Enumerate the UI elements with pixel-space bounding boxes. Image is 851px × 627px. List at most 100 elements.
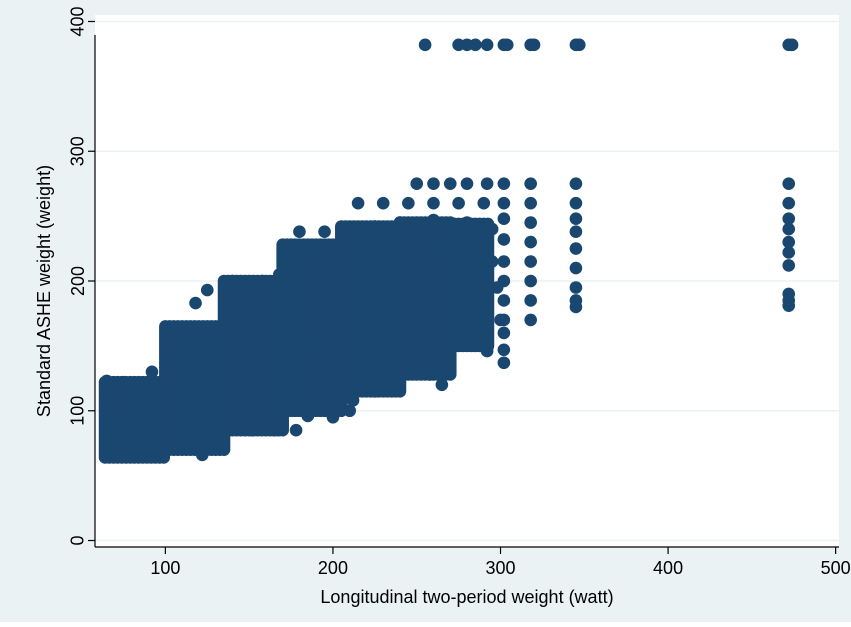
data-point bbox=[293, 225, 306, 238]
data-point bbox=[460, 216, 474, 229]
data-point bbox=[390, 255, 403, 268]
data-point bbox=[239, 378, 253, 392]
data-point bbox=[474, 274, 487, 288]
data-point bbox=[782, 235, 796, 249]
data-point bbox=[346, 394, 360, 407]
data-point bbox=[443, 352, 457, 366]
data-point bbox=[284, 313, 298, 327]
data-point bbox=[480, 344, 494, 358]
data-point bbox=[407, 281, 420, 294]
data-point bbox=[452, 196, 465, 210]
data-point bbox=[494, 313, 507, 327]
data-point bbox=[356, 326, 370, 340]
y-axis-label: Standard ASHE weight (weight) bbox=[34, 165, 54, 417]
data-point bbox=[782, 259, 796, 272]
axes: 100 200 300 400 500 0 100 200 300 400 bbox=[68, 6, 851, 578]
y-tick-label: 300 bbox=[68, 136, 88, 166]
x-axis-label: Longitudinal two-period weight (watt) bbox=[320, 587, 613, 607]
x-tick-label: 300 bbox=[485, 558, 515, 578]
data-point bbox=[427, 177, 440, 190]
data-point bbox=[527, 38, 541, 52]
data-point bbox=[569, 261, 583, 275]
data-point bbox=[497, 255, 511, 268]
data-point bbox=[351, 196, 365, 210]
data-point bbox=[385, 359, 398, 372]
data-point bbox=[150, 384, 164, 398]
y-tick-label: 200 bbox=[68, 266, 88, 296]
data-point bbox=[524, 294, 537, 307]
data-point bbox=[242, 397, 256, 411]
data-point bbox=[329, 255, 343, 268]
data-point bbox=[427, 294, 440, 307]
data-point bbox=[435, 235, 449, 249]
data-point bbox=[246, 290, 259, 303]
data-point bbox=[440, 311, 454, 324]
data-point bbox=[209, 322, 222, 336]
data-point bbox=[251, 352, 264, 366]
data-point bbox=[343, 404, 357, 418]
data-point bbox=[410, 326, 424, 340]
data-point bbox=[500, 38, 514, 52]
data-point bbox=[569, 196, 583, 210]
data-point bbox=[246, 423, 259, 437]
data-point bbox=[100, 443, 114, 456]
data-point bbox=[497, 196, 511, 210]
data-point bbox=[279, 365, 293, 379]
data-point bbox=[309, 339, 323, 353]
data-point bbox=[373, 287, 387, 301]
x-tick-label: 500 bbox=[821, 558, 851, 578]
data-point bbox=[195, 448, 209, 462]
data-point bbox=[368, 220, 382, 233]
data-point bbox=[418, 38, 432, 52]
data-point bbox=[524, 313, 537, 327]
data-point bbox=[393, 216, 407, 229]
data-point bbox=[256, 274, 269, 288]
data-point bbox=[200, 346, 214, 359]
data-point bbox=[418, 342, 432, 355]
data-point bbox=[301, 352, 315, 366]
data-point bbox=[524, 177, 537, 190]
data-point bbox=[340, 346, 353, 359]
data-point bbox=[122, 391, 135, 405]
data-point bbox=[524, 216, 537, 229]
data-point bbox=[524, 196, 537, 210]
data-point bbox=[192, 436, 206, 450]
data-point bbox=[469, 242, 482, 255]
data-point bbox=[234, 320, 248, 333]
data-point bbox=[172, 394, 186, 407]
y-tick-label: 400 bbox=[68, 6, 88, 36]
y-tick-label: 0 bbox=[68, 536, 88, 546]
data-point bbox=[782, 212, 796, 226]
data-point bbox=[569, 177, 583, 190]
data-point bbox=[293, 255, 306, 268]
data-point bbox=[524, 235, 537, 249]
data-point bbox=[460, 177, 474, 190]
data-point bbox=[427, 196, 440, 210]
data-point bbox=[100, 374, 114, 388]
data-point bbox=[155, 410, 169, 424]
data-point bbox=[490, 281, 504, 294]
data-point bbox=[464, 333, 477, 346]
data-point bbox=[318, 225, 331, 238]
data-point bbox=[572, 38, 586, 52]
data-point bbox=[485, 222, 499, 236]
data-point bbox=[226, 274, 239, 288]
data-point bbox=[159, 430, 172, 444]
data-point bbox=[323, 313, 336, 327]
data-point bbox=[368, 384, 382, 398]
data-point bbox=[376, 196, 390, 210]
data-point bbox=[782, 196, 796, 210]
data-point bbox=[100, 391, 114, 405]
data-point bbox=[423, 368, 437, 381]
data-point bbox=[368, 238, 382, 251]
data-point bbox=[351, 274, 365, 288]
data-point bbox=[276, 326, 289, 340]
data-point bbox=[782, 222, 796, 236]
data-point bbox=[229, 303, 243, 316]
data-point bbox=[189, 296, 202, 310]
data-point bbox=[497, 233, 511, 246]
data-point bbox=[175, 352, 189, 366]
data-point bbox=[443, 177, 457, 190]
data-point bbox=[326, 401, 340, 415]
